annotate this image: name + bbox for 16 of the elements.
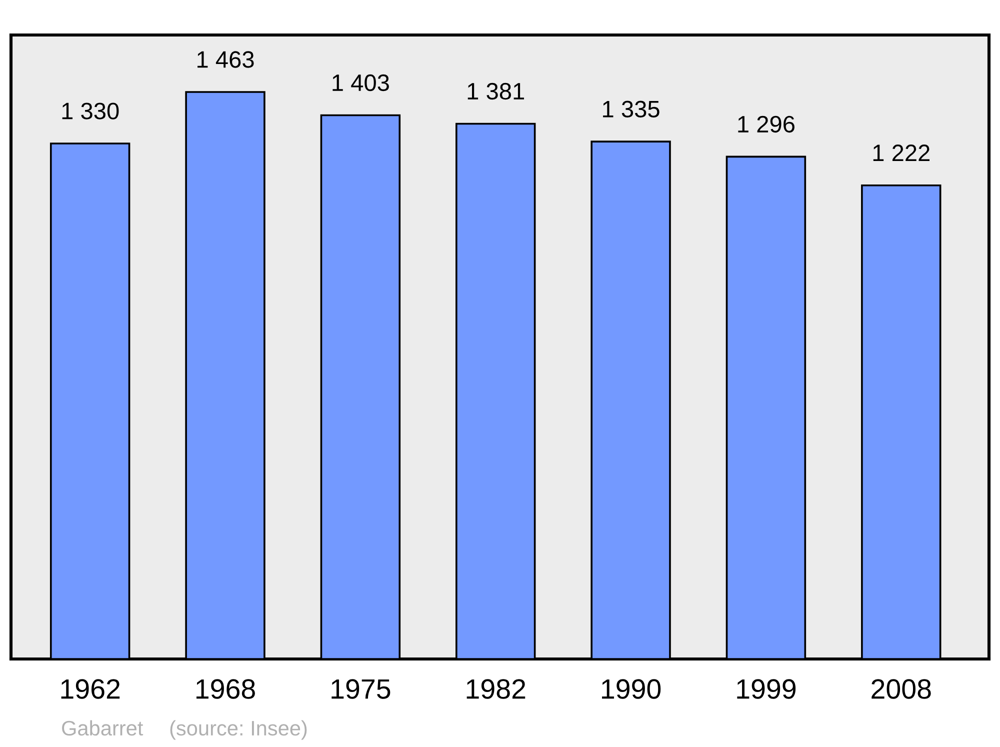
data-label: 1 330 [62, 102, 119, 120]
x-tick-label: 1999 [737, 679, 796, 699]
data-label: 1 463 [198, 51, 254, 68]
data-label: 1 381 [468, 82, 524, 100]
text: (source: Insee) [170, 720, 307, 740]
data-label: 1 222 [873, 144, 930, 162]
x-tick-label: 1982 [466, 679, 526, 699]
data-label: 1 296 [738, 116, 794, 133]
x-tick-label: 1962 [61, 679, 120, 699]
x-tick-label: 2008 [872, 679, 931, 699]
x-tick-label: 1990 [602, 679, 661, 699]
data-label: 1 403 [332, 74, 389, 92]
text: Gabarret [62, 720, 144, 736]
data-label: 1 335 [603, 100, 660, 118]
x-tick-label: 1968 [196, 679, 255, 699]
x-tick-label: 1975 [332, 679, 390, 699]
